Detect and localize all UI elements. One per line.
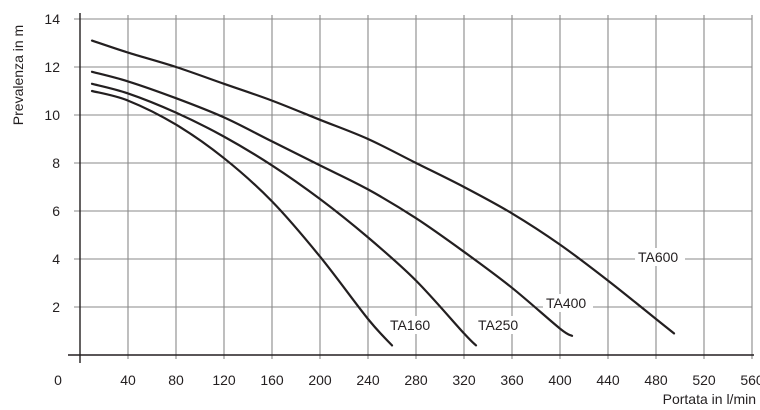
x-tick-label: 560 bbox=[740, 372, 760, 388]
x-tick-label: 280 bbox=[404, 372, 428, 388]
series-label-backdrop bbox=[635, 248, 685, 266]
series-label-backdrop bbox=[543, 294, 593, 312]
series-labels: TA160 TA250 TA400 TA600 bbox=[387, 248, 685, 334]
y-tick-label: 4 bbox=[52, 251, 60, 267]
x-tick-label: 80 bbox=[168, 372, 184, 388]
y-tick-label: 2 bbox=[52, 299, 60, 315]
curve-ta250 bbox=[90, 82, 478, 347]
curve-ta160 bbox=[90, 89, 394, 347]
x-tick-label: 0 bbox=[54, 372, 62, 388]
series-label-backdrop bbox=[475, 316, 525, 334]
series-label-ta400: TA400 bbox=[546, 295, 586, 311]
axes: 0 40 80 120 160 200 240 280 320 360 400 440 480 520 56… bbox=[44, 11, 760, 388]
x-axis-label: Portata in l/min bbox=[663, 391, 756, 407]
x-tick-label: 360 bbox=[500, 372, 524, 388]
x-tick-label: 160 bbox=[260, 372, 284, 388]
series-label-ta600: TA600 bbox=[638, 249, 678, 265]
x-tick-label: 320 bbox=[452, 372, 476, 388]
curve-ta600 bbox=[90, 39, 676, 335]
x-tick-label: 400 bbox=[548, 372, 572, 388]
x-tick-label: 40 bbox=[120, 372, 136, 388]
x-tick-label: 200 bbox=[308, 372, 332, 388]
y-axis-label: Prevalenza in m bbox=[10, 25, 26, 125]
x-tick-label: 480 bbox=[644, 372, 668, 388]
curve-ta400 bbox=[90, 70, 574, 337]
y-tick-label: 6 bbox=[52, 203, 60, 219]
series-curves bbox=[90, 39, 676, 347]
y-tick-label: 10 bbox=[44, 107, 60, 123]
series-label-ta250: TA250 bbox=[478, 317, 518, 333]
x-tick-label: 440 bbox=[596, 372, 620, 388]
y-tick-label: 14 bbox=[44, 11, 60, 27]
x-tick-label: 120 bbox=[212, 372, 236, 388]
x-tick-label: 520 bbox=[692, 372, 716, 388]
y-tick-label: 12 bbox=[44, 59, 60, 75]
series-label-ta160: TA160 bbox=[390, 317, 430, 333]
series-label-backdrop bbox=[387, 316, 437, 334]
x-tick-label: 240 bbox=[356, 372, 380, 388]
grid bbox=[74, 15, 753, 359]
y-tick-label: 8 bbox=[52, 155, 60, 171]
